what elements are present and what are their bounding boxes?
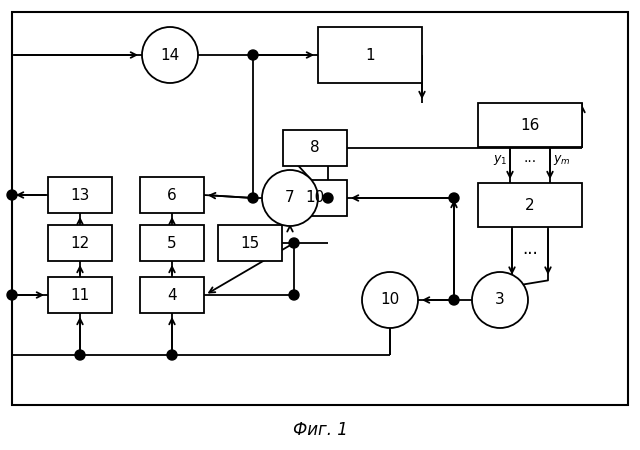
Circle shape: [362, 272, 418, 328]
Text: 7: 7: [285, 190, 295, 206]
Text: 3: 3: [495, 292, 505, 307]
Circle shape: [472, 272, 528, 328]
Text: 8: 8: [310, 140, 320, 156]
Text: 16: 16: [520, 117, 540, 132]
Circle shape: [75, 350, 85, 360]
Bar: [318, 27, 422, 83]
Bar: [48, 277, 112, 313]
Text: 10: 10: [305, 190, 324, 206]
Circle shape: [248, 50, 258, 60]
Circle shape: [449, 193, 459, 203]
Circle shape: [262, 170, 318, 226]
Text: $y_m$: $y_m$: [553, 153, 571, 167]
Bar: [140, 277, 204, 313]
Text: 1: 1: [365, 48, 375, 63]
Text: Фиг. 1: Фиг. 1: [292, 421, 348, 439]
Text: ...: ...: [524, 151, 536, 165]
Circle shape: [289, 290, 299, 300]
Bar: [283, 180, 347, 216]
Bar: [12, 12, 628, 405]
Text: 13: 13: [70, 188, 90, 203]
Bar: [283, 130, 347, 166]
Text: 12: 12: [70, 235, 90, 251]
Text: 6: 6: [167, 188, 177, 203]
Text: 2: 2: [525, 198, 535, 212]
Text: 14: 14: [161, 48, 180, 63]
Text: 4: 4: [167, 288, 177, 302]
Text: $y_1$: $y_1$: [493, 153, 508, 167]
Text: 5: 5: [167, 235, 177, 251]
Circle shape: [167, 350, 177, 360]
Circle shape: [7, 290, 17, 300]
Circle shape: [7, 190, 17, 200]
Bar: [478, 103, 582, 147]
Circle shape: [323, 193, 333, 203]
Text: 15: 15: [241, 235, 260, 251]
Circle shape: [248, 193, 258, 203]
Text: 10: 10: [380, 292, 399, 307]
Bar: [140, 177, 204, 213]
Bar: [140, 225, 204, 261]
Circle shape: [449, 295, 459, 305]
Bar: [48, 225, 112, 261]
Text: 11: 11: [70, 288, 90, 302]
Bar: [48, 177, 112, 213]
Text: ...: ...: [522, 240, 538, 258]
Circle shape: [289, 238, 299, 248]
Circle shape: [142, 27, 198, 83]
Bar: [218, 225, 282, 261]
Bar: [478, 183, 582, 227]
